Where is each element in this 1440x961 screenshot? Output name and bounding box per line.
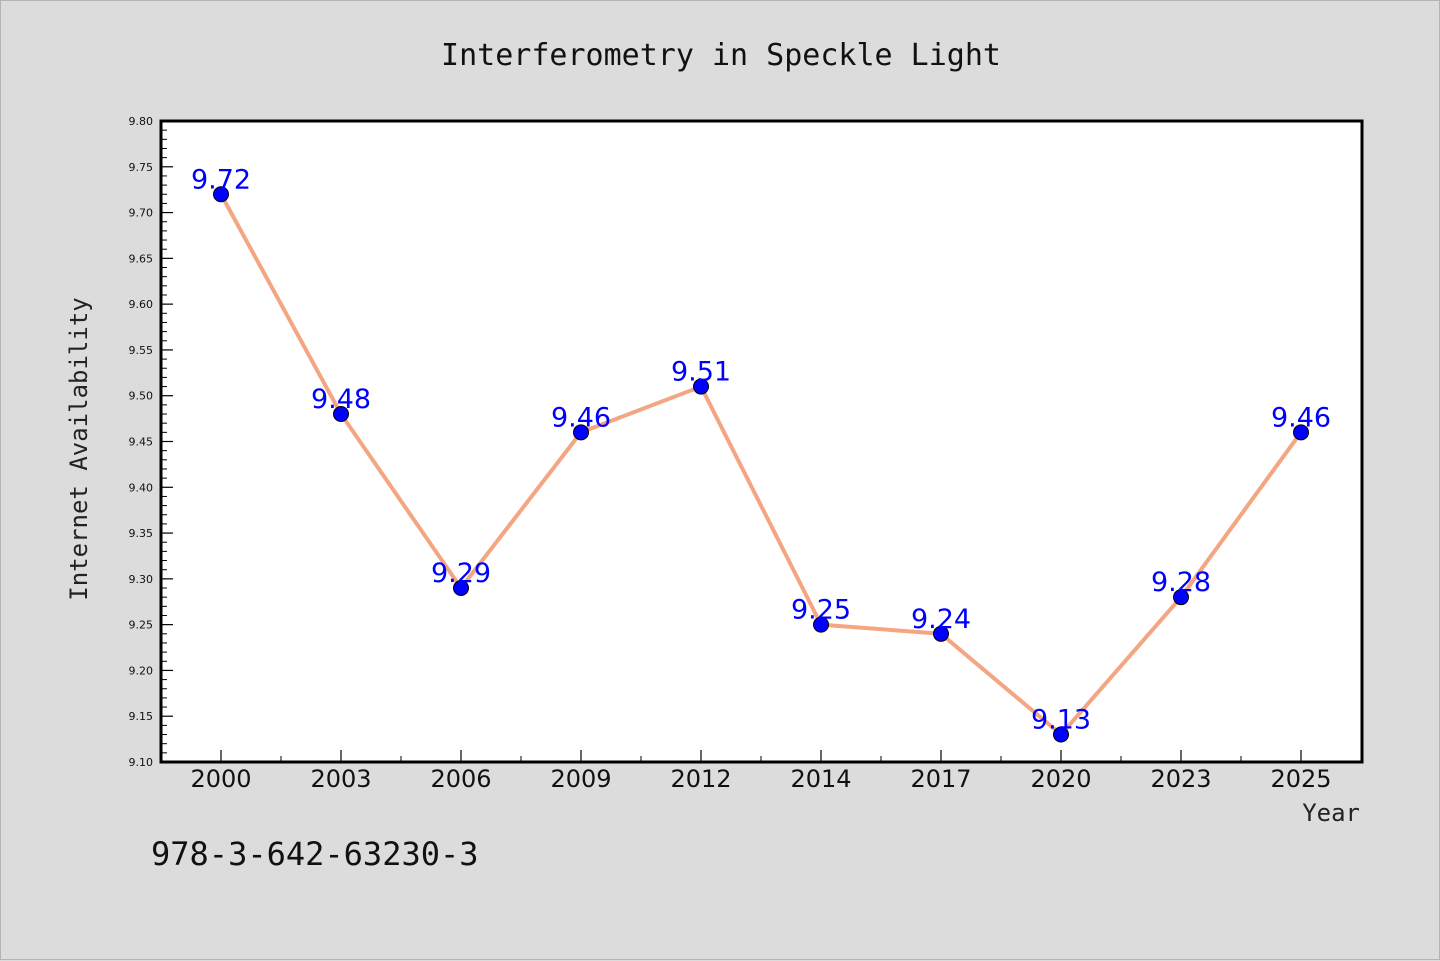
y-tick-label: 9.55: [129, 344, 154, 357]
y-tick-label: 9.65: [129, 252, 154, 265]
data-label: 9.24: [911, 604, 971, 635]
x-tick-label: 2009: [550, 765, 611, 793]
x-tick-label: 2020: [1030, 765, 1091, 793]
data-point: [1053, 726, 1069, 743]
data-label: 9.46: [551, 402, 611, 433]
y-tick-label: 9.70: [129, 207, 154, 220]
y-tick-label: 9.25: [129, 619, 154, 632]
y-tick-label: 9.60: [129, 298, 154, 311]
y-tick-label: 9.40: [129, 481, 154, 494]
data-point: [573, 424, 589, 441]
data-label: 9.46: [1271, 402, 1331, 433]
y-tick-label: 9.35: [129, 527, 154, 540]
data-label: 9.72: [191, 164, 251, 195]
x-tick-label: 2003: [310, 765, 371, 793]
x-tick-label: 2006: [430, 765, 491, 793]
y-tick-label: 9.30: [129, 573, 154, 586]
series-layer: 9.72 9.48 9.29 9.46 9.51 9.25 9.24 9.13 9.28 9.46: [191, 164, 1331, 743]
y-tick-label: 9.80: [129, 115, 154, 128]
plot-area: [159, 119, 1364, 764]
x-axis: 2000 2003 2006 2009 2012 2014 2017 2020 2023 2025: [190, 750, 1362, 793]
x-axis-label: Year: [1302, 799, 1360, 827]
chart-title: Interferometry in Speckle Light: [441, 38, 1001, 73]
x-tick-label: 2014: [790, 765, 851, 793]
y-tick-label: 9.20: [129, 664, 154, 677]
x-tick-label: 2025: [1270, 765, 1331, 793]
data-point: [213, 186, 229, 203]
data-label: 9.48: [311, 384, 371, 415]
y-tick-label: 9.75: [129, 161, 154, 174]
data-label: 9.13: [1031, 705, 1091, 736]
data-label: 9.25: [791, 595, 851, 626]
data-label: 9.29: [431, 558, 491, 589]
data-point: [1293, 424, 1309, 441]
data-point: [813, 616, 829, 633]
data-point: [1173, 589, 1189, 606]
data-label: 9.28: [1151, 567, 1211, 598]
y-tick-label: 9.10: [129, 756, 154, 769]
isbn-footer: 978-3-642-63230-3: [151, 835, 479, 873]
y-axis-label: Internet Availability: [65, 297, 93, 600]
data-point: [453, 580, 469, 597]
x-tick-label: 2017: [910, 765, 971, 793]
data-point: [333, 406, 349, 423]
x-tick-label: 2012: [670, 765, 731, 793]
x-tick-label: 2023: [1150, 765, 1211, 793]
data-label: 9.51: [671, 357, 731, 388]
y-tick-label: 9.45: [129, 436, 154, 449]
x-tick-label: 2000: [190, 765, 251, 793]
series-line: [219, 193, 1303, 737]
data-point: [693, 378, 709, 395]
y-axis: 9.10 9.15 9.20 9.25 9.30 9.35 9.40 9.45 9.50 9.55…: [129, 115, 173, 769]
y-tick-label: 9.15: [129, 710, 154, 723]
data-point: [933, 625, 949, 642]
y-tick-label: 9.50: [129, 390, 154, 403]
